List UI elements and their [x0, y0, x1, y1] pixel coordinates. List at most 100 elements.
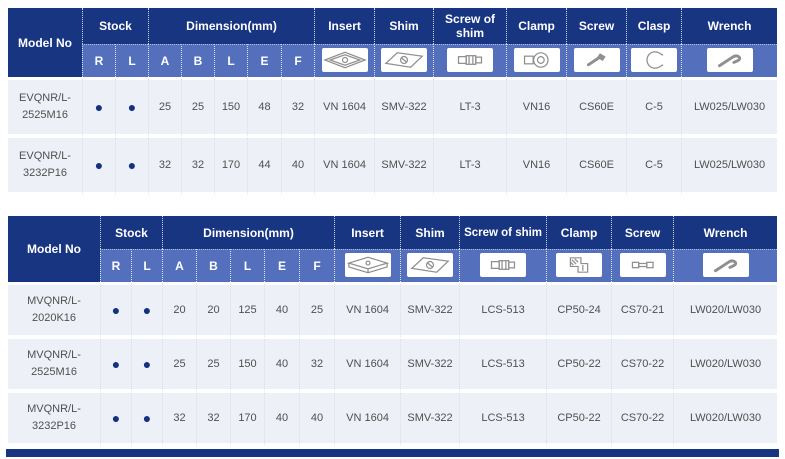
- dim-b-cell: 20: [196, 282, 230, 339]
- shim-icon: [407, 252, 454, 277]
- screw-of-shim-cell: LCS-513: [459, 282, 547, 339]
- table-row: MVQNR/L- 3232P16 ● ● 32 32 170 40 40 VN 1…: [8, 393, 778, 447]
- screw-cell: CS60E: [566, 77, 627, 138]
- screw-of-shim-cell: LCS-513: [459, 393, 547, 447]
- table-row: EVQNR/L- 2525M16 ● ● 25 25 150 48 32 VN 1…: [8, 77, 778, 138]
- insert-cell: VN 1604: [334, 393, 401, 447]
- column-header-wrench: Wrench: [673, 216, 778, 249]
- clamp-cell: VN16: [506, 77, 567, 138]
- dim-b-cell: 32: [196, 393, 230, 447]
- screw-of-shim-cell: LT-3: [433, 77, 507, 138]
- column-header-screw: Screw: [611, 216, 674, 249]
- model-no-cell: MVQNR/L- 2020K16: [8, 282, 100, 339]
- dim-a-cell: 32: [148, 138, 181, 196]
- column-header-clamp: Clamp: [546, 216, 612, 249]
- dim-a-cell: 32: [162, 393, 196, 447]
- stock-r-dot: ●: [111, 409, 121, 426]
- wrench-cell: LW025/LW030: [681, 77, 778, 138]
- subheader-stock-l: L: [115, 44, 148, 77]
- shim-cell: SMV-322: [400, 339, 460, 393]
- insert-top-view-icon: [321, 47, 368, 72]
- dim-f-cell: 25: [299, 282, 335, 339]
- column-header-insert: Insert: [314, 8, 375, 44]
- subheader-stock-r: R: [100, 249, 131, 282]
- wrench-cell: LW020/LW030: [673, 339, 778, 393]
- dim-f-cell: 32: [299, 339, 335, 393]
- subheader-dim-e: E: [264, 249, 299, 282]
- shim-screw-icon: [447, 47, 494, 72]
- subheader-dim-b: B: [181, 44, 214, 77]
- stock-r-dot: ●: [111, 301, 121, 318]
- dim-a-cell: 25: [162, 339, 196, 393]
- wrench-cell: LW020/LW030: [673, 282, 778, 339]
- insert-cell: VN 1604: [314, 138, 375, 196]
- dim-b-cell: 32: [181, 138, 214, 196]
- dim-l-cell: 170: [214, 138, 247, 196]
- stock-l-dot: ●: [142, 355, 152, 372]
- top-clamp-icon: [556, 252, 603, 277]
- column-header-clamp: Clamp: [506, 8, 567, 44]
- subheader-stock-l: L: [131, 249, 162, 282]
- column-header-model-no: Model No: [8, 216, 100, 282]
- screw-of-shim-cell: LT-3: [433, 138, 507, 196]
- dim-l-cell: 125: [230, 282, 264, 339]
- dim-f-cell: 32: [281, 77, 315, 138]
- insert-cell: VN 1604: [334, 339, 401, 393]
- insert-cell: VN 1604: [334, 282, 401, 339]
- stock-l-dot: ●: [127, 156, 137, 173]
- column-header-stock: Stock: [100, 216, 162, 249]
- table-row: EVQNR/L- 3232P16 ● ● 32 32 170 44 40 VN 1…: [8, 138, 778, 196]
- column-header-screw: Screw: [566, 8, 627, 44]
- subheader-dim-l: L: [230, 249, 264, 282]
- subheader-dim-a: A: [148, 44, 181, 77]
- subheader-dim-e: E: [247, 44, 281, 77]
- column-header-screw-of-shim: Screw of shim: [433, 8, 507, 44]
- clamp-cell: CP50-24: [546, 282, 612, 339]
- stock-r-dot: ●: [94, 98, 104, 115]
- shim-icon: [381, 47, 428, 72]
- subheader-dim-b: B: [196, 249, 230, 282]
- dim-l-cell: 150: [214, 77, 247, 138]
- column-header-model-no: Model No: [8, 8, 82, 77]
- spec-table-evqn: Model No Stock Dimension(mm) Insert Shim…: [8, 8, 778, 196]
- subheader-dim-f: F: [281, 44, 315, 77]
- clamp-cell: VN16: [506, 138, 567, 196]
- bottom-divider-bar: [6, 449, 779, 457]
- column-header-screw-of-shim: Screw of shim: [459, 216, 547, 249]
- dim-f-cell: 40: [281, 138, 315, 196]
- screw-icon: [573, 47, 620, 72]
- table-gap: [8, 196, 777, 216]
- clasp-cell: C-5: [626, 138, 682, 196]
- screw-cell: CS70-22: [611, 339, 674, 393]
- clasp-cell: C-5: [626, 77, 682, 138]
- column-header-wrench: Wrench: [681, 8, 778, 44]
- stock-l-dot: ●: [142, 409, 152, 426]
- dim-l-cell: 150: [230, 339, 264, 393]
- model-no-cell: MVQNR/L- 2525M16: [8, 339, 100, 393]
- shim-screw-icon: [480, 252, 527, 277]
- table-row: MVQNR/L- 2525M16 ● ● 25 25 150 40 32 VN 1…: [8, 339, 778, 393]
- stock-l-dot: ●: [127, 98, 137, 115]
- hex-wrench-icon: [702, 252, 749, 277]
- column-header-shim: Shim: [374, 8, 434, 44]
- dim-e-cell: 40: [264, 393, 299, 447]
- screw-cell: CS70-22: [611, 393, 674, 447]
- dim-e-cell: 44: [247, 138, 281, 196]
- column-header-insert: Insert: [334, 216, 401, 249]
- insert-cell: VN 1604: [314, 77, 375, 138]
- table-row: MVQNR/L- 2020K16 ● ● 20 20 125 40 25 VN 1…: [8, 282, 778, 339]
- model-no-cell: EVQNR/L- 2525M16: [8, 77, 82, 138]
- subheader-dim-l: L: [214, 44, 247, 77]
- spec-table-mvqn: Model No Stock Dimension(mm) Insert Shim…: [8, 216, 778, 447]
- insert-3d-icon: [344, 252, 391, 277]
- dim-l-cell: 170: [230, 393, 264, 447]
- column-header-clasp: Clasp: [626, 8, 682, 44]
- stock-r-dot: ●: [94, 156, 104, 173]
- dim-b-cell: 25: [181, 77, 214, 138]
- hex-wrench-icon: [706, 47, 753, 72]
- dim-e-cell: 48: [247, 77, 281, 138]
- shim-cell: SMV-322: [374, 77, 434, 138]
- stud-screw-icon: [619, 252, 666, 277]
- subheader-dim-a: A: [162, 249, 196, 282]
